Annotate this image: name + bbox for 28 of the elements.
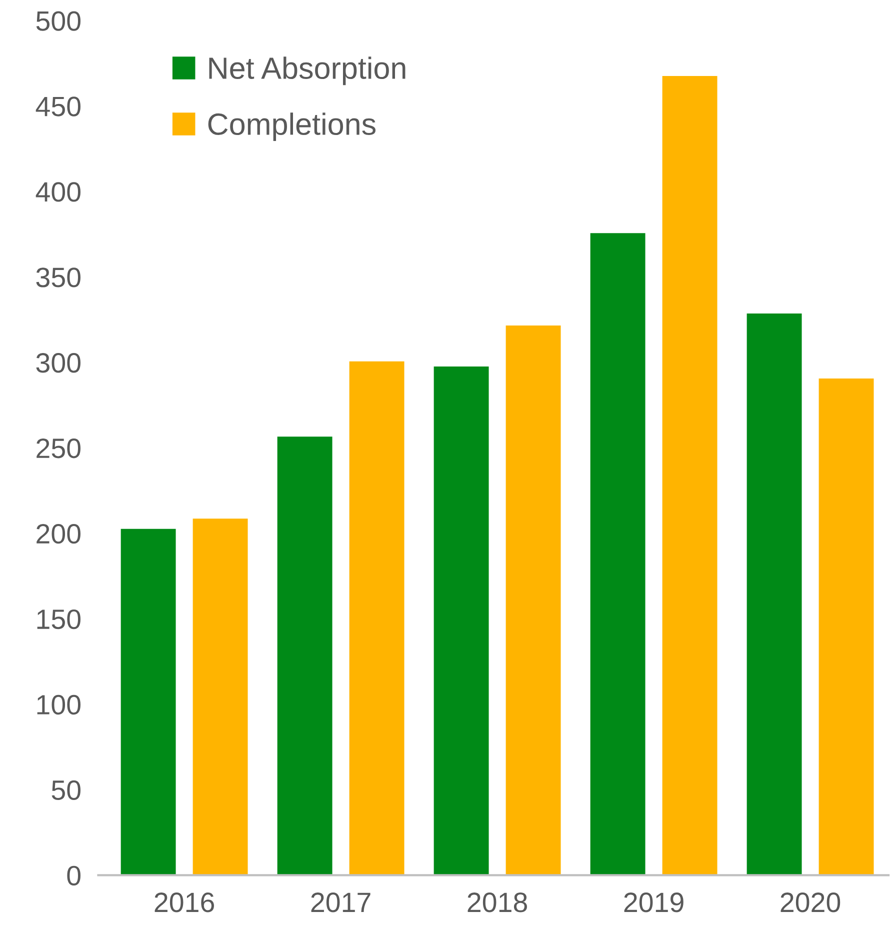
- x-tick-label: 2019: [624, 892, 684, 912]
- bar: [276, 435, 334, 876]
- bar: [191, 517, 250, 876]
- x-tick-label: 2016: [154, 892, 214, 912]
- x-tick-label: 2020: [780, 892, 840, 912]
- y-tick-label: 100: [37, 694, 80, 715]
- legend-label: Net Absorption: [209, 56, 406, 86]
- legend-label: Completions: [208, 112, 376, 142]
- bar: [588, 232, 647, 876]
- bar: [504, 324, 562, 876]
- y-tick-label: 250: [36, 438, 80, 458]
- y-tick-label: 350: [36, 268, 80, 288]
- bar: [119, 527, 178, 876]
- bar: [348, 360, 406, 876]
- y-tick-label: 50: [52, 780, 80, 800]
- x-tick-label: 2018: [468, 892, 527, 912]
- y-tick-label: 150: [37, 609, 80, 630]
- y-tick-label: 300: [36, 353, 80, 373]
- y-tick-label: 450: [36, 96, 80, 116]
- bar: [432, 365, 490, 876]
- x-tick-label: 2017: [311, 892, 370, 912]
- bar: [817, 377, 876, 876]
- y-tick-label: 500: [36, 11, 80, 31]
- y-tick-label: 0: [67, 866, 80, 886]
- bar: [660, 74, 719, 876]
- y-tick-label: 200: [36, 524, 80, 544]
- y-tick-label: 400: [36, 182, 80, 202]
- bar: [745, 312, 804, 876]
